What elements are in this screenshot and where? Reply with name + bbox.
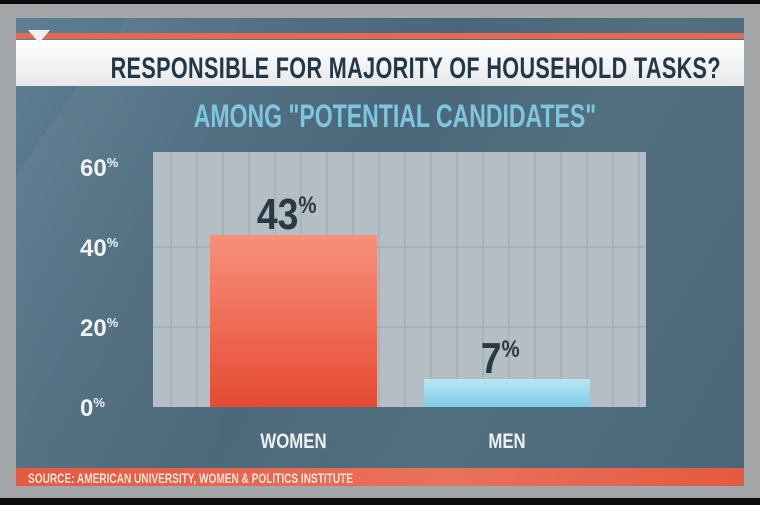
source-bar [16, 468, 744, 486]
chart-title: RESPONSIBLE FOR MAJORITY OF HOUSEHOLD TA… [110, 52, 721, 85]
y-tick-label: 60% [80, 155, 119, 182]
y-tick-label: 0% [80, 395, 105, 422]
chart-subtitle: AMONG "POTENTIAL CANDIDATES" [193, 98, 597, 134]
bar-women [210, 235, 377, 407]
y-tick-label: 40% [80, 235, 119, 262]
title-banner [16, 40, 744, 86]
category-label: WOMEN [260, 430, 326, 453]
source-text: SOURCE: AMERICAN UNIVERSITY, WOMEN & POL… [28, 470, 354, 486]
y-tick-label: 20% [80, 315, 119, 342]
triangle-down-icon [28, 30, 50, 43]
bar-men [424, 379, 590, 407]
data-label: 7% [481, 333, 520, 383]
accent-stripe [16, 33, 744, 39]
category-label: MEN [488, 430, 525, 453]
